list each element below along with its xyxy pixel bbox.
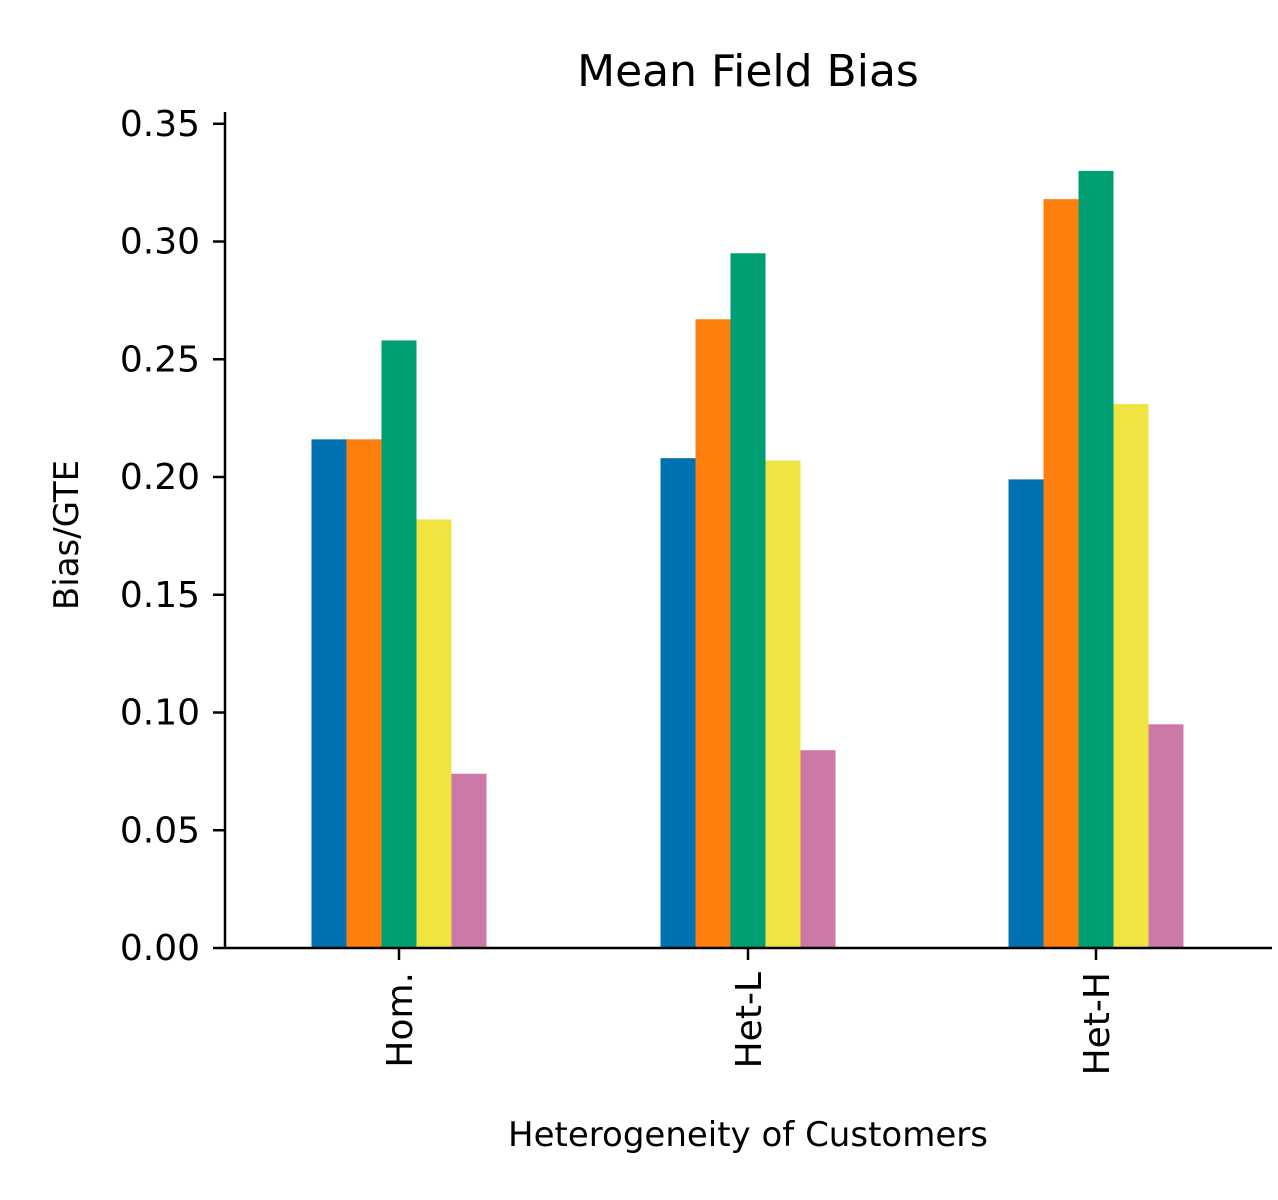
bar-series-4-heth	[1113, 404, 1149, 949]
x-axis: Hom. Het-L Het-H	[225, 946, 1272, 1075]
bar-series-3-heth	[1078, 170, 1114, 949]
y-tick-label: 0.00	[120, 928, 200, 969]
x-tick-label: Het-H	[1077, 972, 1118, 1075]
x-tick-label: Het-L	[729, 972, 770, 1068]
bar-series-2-hom	[346, 439, 382, 948]
bar-series-4-hom	[416, 519, 452, 948]
chart-title: Mean Field Bias	[577, 46, 919, 97]
y-axis-label: Bias/GTE	[47, 460, 87, 610]
bar-series-3-hetl	[730, 253, 766, 948]
bar-series-1-heth	[1008, 479, 1044, 948]
y-tick-label: 0.20	[120, 457, 200, 498]
y-axis: 0.00 0.05 0.10 0.15 0.20 0.25 0.30 0.35	[120, 104, 227, 969]
y-tick-label: 0.05	[120, 810, 200, 851]
bars-group	[311, 170, 1184, 949]
bar-series-3-hom	[381, 340, 417, 948]
bar-series-1-hetl	[660, 458, 696, 948]
bar-series-1-hom	[311, 439, 347, 948]
y-tick-label: 0.30	[120, 222, 200, 263]
x-tick-label: Hom.	[380, 972, 421, 1068]
y-tick-label: 0.35	[120, 104, 200, 145]
bar-series-2-heth	[1043, 199, 1079, 949]
bar-series-5-hom	[451, 773, 487, 948]
y-tick-label: 0.10	[120, 693, 200, 734]
bar-series-4-hetl	[765, 460, 801, 948]
bar-series-2-hetl	[695, 319, 731, 949]
bar-series-5-hetl	[800, 750, 836, 948]
x-axis-label: Heterogeneity of Customers	[508, 1115, 988, 1155]
bar-series-5-heth	[1148, 724, 1184, 948]
y-tick-label: 0.25	[120, 339, 200, 380]
y-tick-label: 0.15	[120, 575, 200, 616]
